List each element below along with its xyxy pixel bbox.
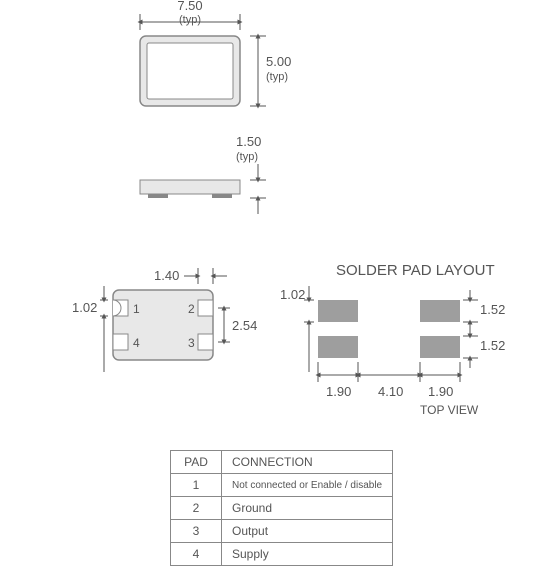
dim-solder-left: 1.02 [280, 287, 305, 302]
dim-side-h-sub: (typ) [236, 151, 258, 163]
top-plan-view: 7.50 (typ) 5.00 (typ) [140, 0, 291, 106]
dim-pkg-left: 1.02 [72, 300, 97, 315]
side-view: 1.50 (typ) [140, 134, 266, 214]
dim-pkg-top: 1.40 [154, 268, 179, 283]
th-pad: PAD [171, 451, 222, 474]
dim-side-h: 1.50 [236, 134, 261, 149]
pad-table: PAD CONNECTION 1 Not connected or Enable… [170, 450, 393, 566]
table-row: 1 Not connected or Enable / disable [171, 474, 393, 497]
dim-solder-b3: 1.90 [428, 384, 453, 399]
svg-text:4: 4 [133, 336, 140, 350]
package-view: 1 2 4 3 1.02 1.40 2.54 [72, 268, 257, 372]
table-row: 3 Output [171, 520, 393, 543]
solder-title: SOLDER PAD LAYOUT [336, 262, 495, 279]
dim-height-sub: (typ) [266, 71, 288, 83]
dim-solder-r1: 1.52 [480, 302, 505, 317]
svg-text:1: 1 [133, 302, 140, 316]
dim-solder-r2: 1.52 [480, 338, 505, 353]
svg-text:2: 2 [188, 302, 195, 316]
dim-solder-b2: 4.10 [378, 384, 403, 399]
dim-width-sub: (typ) [179, 14, 201, 26]
table-row: 2 Ground [171, 497, 393, 520]
th-conn: CONNECTION [222, 451, 393, 474]
solder-pad-layout: SOLDER PAD LAYOUT 1.02 1.52 1.52 1.90 4.… [280, 262, 505, 417]
svg-text:3: 3 [188, 336, 195, 350]
solder-subtitle: TOP VIEW [420, 403, 479, 417]
dim-width: 7.50 [177, 0, 202, 13]
dim-pkg-right: 2.54 [232, 318, 257, 333]
table-row: 4 Supply [171, 543, 393, 566]
dim-height: 5.00 [266, 54, 291, 69]
dim-solder-b1: 1.90 [326, 384, 351, 399]
